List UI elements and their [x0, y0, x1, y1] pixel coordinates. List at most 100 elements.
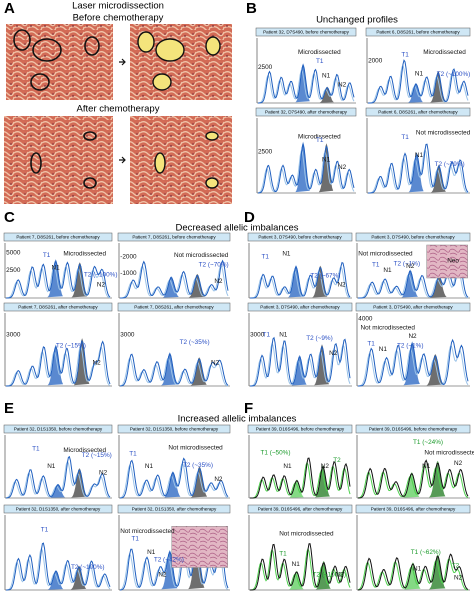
plot-header-box — [355, 232, 471, 242]
plot-header-box — [247, 424, 353, 434]
peak-label: T1 — [263, 332, 271, 339]
peak-label: T1 — [129, 451, 137, 458]
peak-label: N1 — [322, 72, 331, 79]
plot-header-box — [117, 424, 231, 434]
peak-label: T2 (~35%) — [183, 462, 213, 469]
trace — [258, 64, 355, 104]
peak-fill — [428, 460, 446, 498]
trace — [358, 338, 469, 387]
panel-title: Laser microdissection — [72, 1, 164, 12]
peak-label: T1 — [43, 252, 51, 259]
subtitle: Before chemotherapy — [73, 13, 164, 24]
trace — [358, 266, 469, 299]
plot-header-box — [3, 424, 113, 434]
peak-label: T1 — [401, 134, 409, 141]
trace — [257, 143, 355, 194]
peak-fill — [314, 344, 329, 386]
trace — [357, 464, 469, 499]
peak-label: T2 (~1%) — [394, 261, 420, 268]
peak-fill — [407, 82, 423, 103]
peak-label: -1000 — [120, 270, 137, 277]
peak-fill — [47, 570, 64, 590]
micrograph — [6, 24, 113, 100]
peak-label: Not microdissected — [358, 251, 413, 258]
plot-header: Patient 6, D8S261, after chemotherapy — [378, 110, 458, 115]
trace — [119, 353, 229, 387]
peak-label: T2 — [452, 563, 460, 570]
peak-label: Not microdissected — [120, 528, 175, 535]
plot-header-box — [355, 302, 471, 312]
peak-label: N2 — [408, 333, 417, 340]
plot-header-box — [3, 232, 113, 242]
peak-label: T1 (~50%) — [260, 449, 290, 456]
peak-label: N2 — [158, 572, 167, 579]
plot-header-box — [247, 232, 353, 242]
peak-label: N2 — [93, 359, 102, 366]
plot-header: Patient 3, D7S490, after chemotherapy — [373, 305, 453, 310]
peak-label: 2500 — [258, 148, 273, 155]
peak-label: 3000 — [120, 332, 135, 339]
peak-label: Not microdissected — [168, 444, 223, 451]
trace — [120, 259, 229, 299]
panel-title: Unchanged profiles — [316, 15, 398, 26]
peak-label: N2 — [99, 469, 108, 476]
trace — [6, 339, 111, 387]
plot-header: Patient 39, D16S496, before chemotherapy — [369, 427, 458, 432]
peak-label: T2 (~100%) — [437, 71, 471, 78]
electropherogram: Patient 32, D7S490, after chemotherapy Mi… — [255, 107, 357, 194]
peak-label: N1 — [322, 157, 331, 164]
plot-header-box — [365, 107, 471, 117]
peak-label: T1 — [372, 262, 380, 269]
peak-label: N2 — [97, 281, 106, 288]
electropherogram: Patient 39, D16S496, after chemotherapy T… — [355, 504, 471, 591]
peak-label: N1 — [52, 264, 61, 271]
peak-label: 2500 — [6, 267, 21, 274]
peak-fill — [161, 352, 178, 386]
plot-header: Patient 3, D7S490, after chemotherapy — [260, 305, 340, 310]
peak-label: T2 (~15%) — [56, 343, 86, 350]
trace — [250, 261, 351, 299]
panel-label: B — [246, 0, 257, 17]
peak-label: N1 — [145, 463, 154, 470]
trace — [6, 260, 111, 299]
electropherogram: Patient 6, D8S261, after chemotherapy Not… — [365, 107, 471, 194]
peak-label: Microdissected — [298, 49, 341, 56]
peak-label: Microdissected — [423, 49, 466, 56]
panel-label: D — [244, 209, 255, 226]
peak-label: N2 — [338, 81, 347, 88]
peak-fill — [430, 164, 446, 193]
panel-label: F — [244, 400, 253, 417]
plot-header-box — [117, 504, 231, 514]
plot-header-box — [3, 504, 113, 514]
peak-fill — [161, 550, 178, 590]
peak-fill — [71, 262, 88, 298]
peak-label: Microdissected — [63, 447, 106, 454]
plot-header-box — [247, 302, 353, 312]
plot-header: Patient 7, D8S261, before chemotherapy — [132, 235, 216, 240]
peak-fill — [71, 468, 87, 498]
trace — [250, 457, 351, 499]
subtitle: After chemotherapy — [77, 104, 160, 115]
plot-header-box — [355, 504, 471, 514]
electropherogram: Patient 32, D1S1350, before chemotherapy… — [117, 424, 231, 499]
trace — [357, 345, 469, 387]
panel-title: Decreased allelic imbalances — [175, 223, 298, 234]
peak-label: N1 — [47, 463, 56, 470]
peak-label: N1 — [422, 463, 431, 470]
peak-label: T2 (~42%) — [154, 557, 184, 564]
panel-label: E — [4, 400, 14, 417]
trace — [250, 265, 351, 299]
plot-header: Patient 32, D1S1350, after chemotherapy — [16, 507, 101, 512]
plot-header-box — [247, 504, 353, 514]
peak-label: T1 — [262, 253, 270, 260]
trace — [358, 459, 469, 499]
electropherogram: Patient 32, D7S490, before chemotherapy M… — [255, 27, 357, 104]
plot-header: Patient 32, D1S1350, before chemotherapy — [130, 427, 219, 432]
peak-label: N1 — [292, 561, 301, 568]
panel-label: C — [4, 209, 15, 226]
peak-label: T2 (~35%) — [180, 339, 210, 346]
peak-label: N2 — [338, 164, 347, 171]
trace — [357, 553, 469, 591]
plot-header: Patient 32, D7S490, after chemotherapy — [265, 110, 348, 115]
